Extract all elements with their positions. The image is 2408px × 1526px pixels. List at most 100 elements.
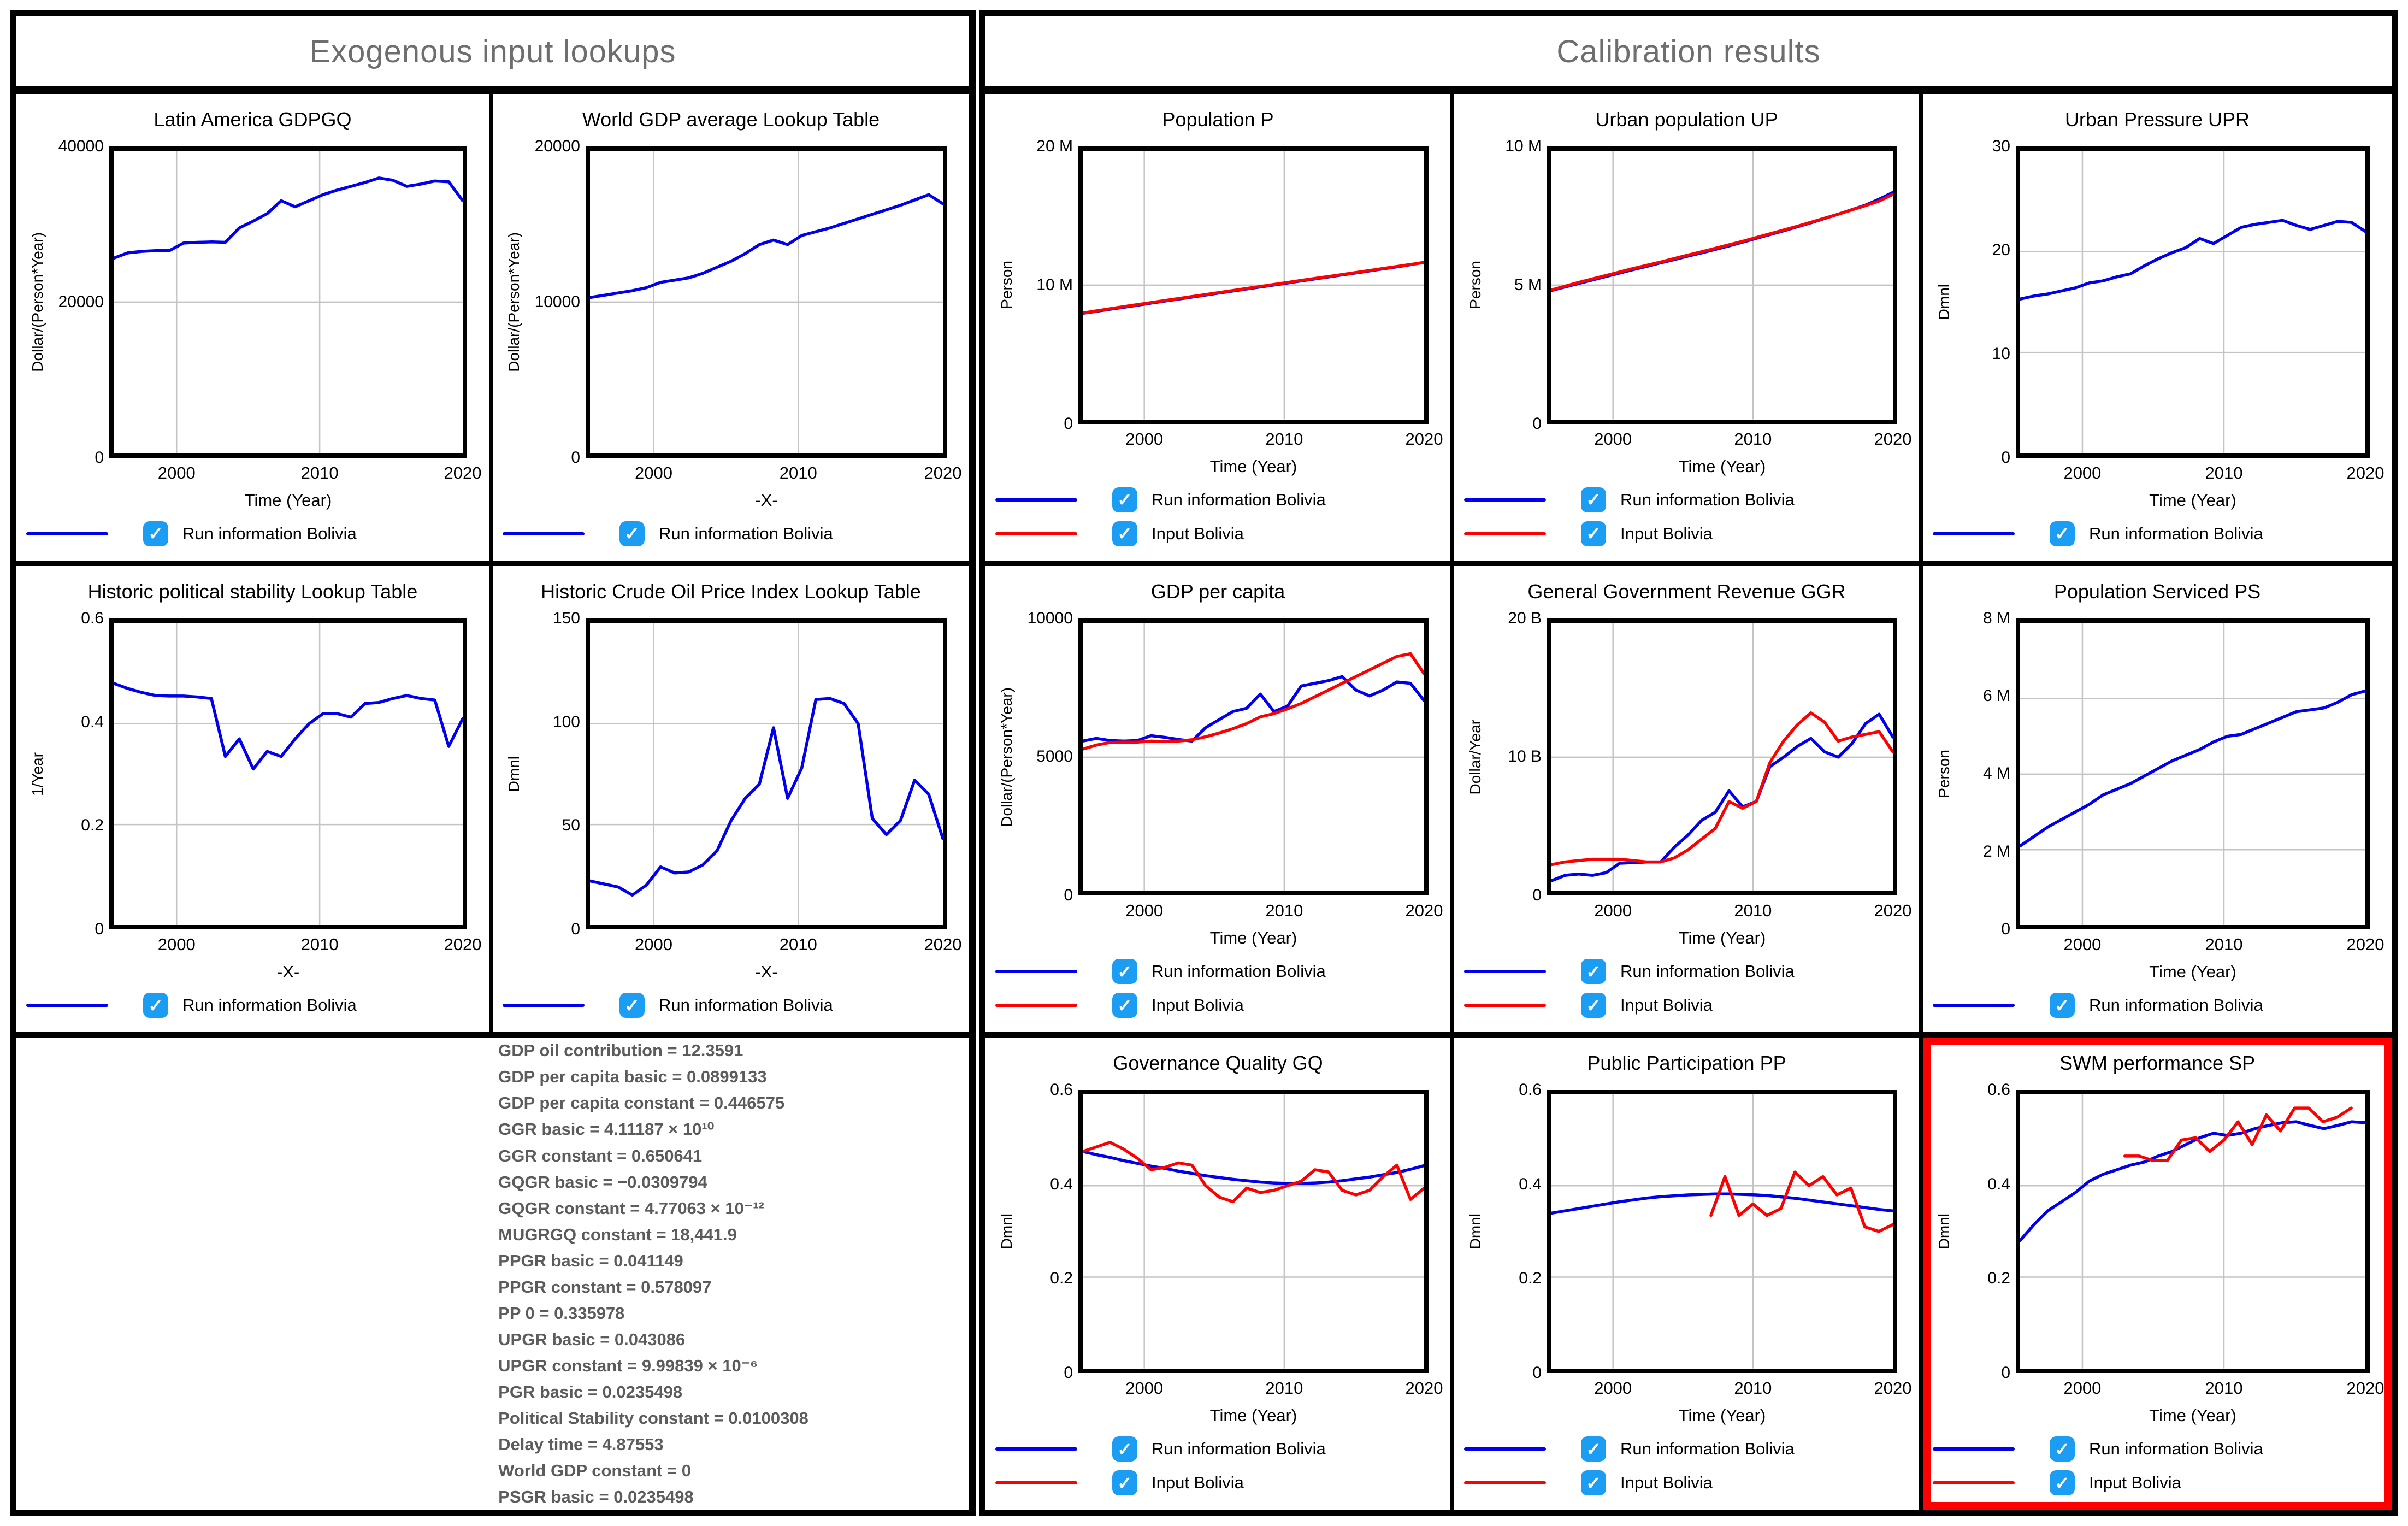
legend-line-sample [1464,1447,1546,1451]
x-axis-ticks: 2000 2010 2020 [114,463,482,488]
y-tick-label: 0.4 [81,712,104,731]
legend-row: ✓ Run information Bolivia [1464,958,1919,985]
legend-checkbox[interactable]: ✓ [1581,993,1606,1018]
legend-label: Input Bolivia [1620,995,1713,1015]
legend-checkbox[interactable]: ✓ [1112,521,1137,546]
parameters-panel: GDP oil contribution = 12.3591 GDP per ca… [16,1038,969,1510]
legend-checkbox[interactable]: ✓ [1112,993,1137,1018]
x-axis-label: Time (Year) [1678,456,1766,476]
legend-checkbox[interactable]: ✓ [1581,1470,1606,1495]
x-axis-label: -X- [276,962,300,982]
y-axis-label: Dollar/Year [1467,719,1484,795]
section-header-calibration: Calibration results [985,16,2392,94]
x-axis-label: Time (Year) [1209,1406,1297,1425]
parameter-line: PPGR basic = 0.041149 [498,1251,683,1270]
legend-checkbox[interactable]: ✓ [2050,993,2075,1018]
legend: ✓ Run information Bolivia ✓ Input Bolivi… [995,486,1450,547]
y-axis-label: Person [1935,750,1952,798]
y-tick-label: 4 M [1982,764,2010,783]
y-tick-label: 0 [1532,886,1542,905]
y-tick-label: 0.6 [81,609,104,627]
legend-checkbox[interactable]: ✓ [143,521,168,546]
legend-checkbox[interactable]: ✓ [2050,1470,2075,1495]
legend: ✓ Run information Bolivia [26,992,489,1019]
plot-row: Person 0 2 M 4 M 6 M 8 M [1932,609,2370,938]
series-line-run [1551,714,1893,881]
x-tick-label: 2000 [157,935,196,955]
y-axis-label: Dmnl [1935,284,1952,320]
y-axis-label: Dollar/(Person*Year) [29,232,46,372]
y-tick-label: 8 M [1982,609,2010,627]
x-axis-ticks: 2000 2010 2020 [1083,1378,1443,1404]
legend-label: Run information Bolivia [1620,962,1795,981]
y-tick-label: 0.2 [1519,1269,1542,1288]
y-tick-label: 0 [1064,1364,1073,1382]
legend-checkbox[interactable]: ✓ [1581,959,1606,985]
chart-panel-governance-quality-gq: Governance Quality GQ Dmnl 0 0.2 0.4 0.6 20… [985,1038,1454,1510]
legend-checkbox[interactable]: ✓ [1581,521,1606,546]
series-line-input [1551,195,1893,290]
x-tick-label: 2020 [924,463,962,482]
chart-panel-urban-pressure-upr: Urban Pressure UPR Dmnl 0 10 20 30 2000 2010… [1923,94,2392,566]
x-tick-label: 2020 [2346,935,2385,955]
legend-row: ✓ Input Bolivia [995,520,1450,547]
legend-checkbox[interactable]: ✓ [1112,1436,1137,1462]
series-line-input [1083,653,1424,749]
plot-row: Person 0 10 M 20 M [994,137,1429,433]
legend-line-sample [1464,1481,1546,1484]
plot-row: Dmnl 0 0.2 0.4 0.6 [1463,1081,1897,1382]
y-tick-label: 0.4 [1050,1175,1073,1193]
x-tick-label: 2010 [2205,935,2243,955]
parameter-line: GGR constant = 0.650641 [498,1146,703,1165]
chart-panel-urban-population-up: Urban population UP Person 0 5 M 10 M 2000… [1454,94,1923,566]
x-tick-label: 2010 [300,935,339,955]
legend-checkbox[interactable]: ✓ [2050,1436,2075,1462]
y-axis-label: Dollar/(Person*Year) [998,687,1015,827]
x-axis-label: Time (Year) [1209,456,1297,476]
y-tick-label: 0.4 [1519,1175,1542,1193]
plot-area [2016,618,2370,930]
legend: ✓ Run information Bolivia ✓ Input Bolivi… [1464,1435,1919,1496]
y-tick-label: 10 B [1508,747,1542,766]
parameter-line: PGR basic = 0.0235498 [498,1382,683,1401]
legend-label: Run information Bolivia [1620,1439,1795,1458]
chart-title: Urban Pressure UPR [2064,108,2250,131]
x-tick-label: 2020 [444,935,482,955]
x-tick-label: 2020 [1874,429,1912,449]
legend-checkbox[interactable]: ✓ [1112,1470,1137,1495]
legend-checkbox[interactable]: ✓ [619,993,645,1018]
legend-checkbox[interactable]: ✓ [1112,487,1137,512]
series-line-run [2020,691,2365,846]
x-axis-ticks: 2000 2010 2020 [590,463,962,488]
plot-row: Dollar/(Person*Year) 0 20000 40000 [25,137,467,467]
legend-row: ✓ Run information Bolivia [1933,992,2392,1019]
y-tick-label: 0 [95,920,104,939]
plot-area [109,618,467,930]
legend-line-sample [995,532,1077,535]
y-axis-label: Dmnl [998,1213,1015,1250]
y-axis-ticks: 0 0.2 0.4 0.6 [1019,1081,1078,1382]
legend-checkbox[interactable]: ✓ [619,521,645,546]
y-tick-label: 0 [2001,448,2010,467]
parameter-line: GDP oil contribution = 12.3591 [498,1041,743,1060]
legend-checkbox[interactable]: ✓ [143,993,168,1018]
x-axis-label: Time (Year) [1678,1406,1766,1425]
legend: ✓ Run information Bolivia ✓ Input Bolivi… [995,1435,1450,1496]
legend-checkbox[interactable]: ✓ [2050,521,2075,546]
chart-title: GDP per capita [1150,580,1285,603]
y-tick-label: 10 [1992,344,2010,363]
legend-checkbox[interactable]: ✓ [1581,1436,1606,1462]
y-tick-label: 0 [571,920,580,939]
exogenous-grid: Latin America GDPGQ Dollar/(Person*Year)… [16,94,969,1510]
legend-line-sample [503,1004,585,1007]
parameter-line: MUGRGQ constant = 18,441.9 [498,1224,737,1244]
legend-checkbox[interactable]: ✓ [1581,487,1606,512]
parameter-line: GQGR constant = 4.77063 × 10⁻¹² [498,1198,764,1218]
y-tick-label: 0 [2001,920,2010,939]
x-axis-ticks: 2000 2010 2020 [2020,1378,2384,1404]
y-tick-label: 0 [2001,1364,2010,1382]
legend-checkbox[interactable]: ✓ [1112,959,1137,985]
x-axis-label: -X- [755,962,778,982]
legend: ✓ Run information Bolivia ✓ Input Bolivi… [1933,1435,2392,1496]
x-tick-label: 2010 [2205,463,2243,482]
